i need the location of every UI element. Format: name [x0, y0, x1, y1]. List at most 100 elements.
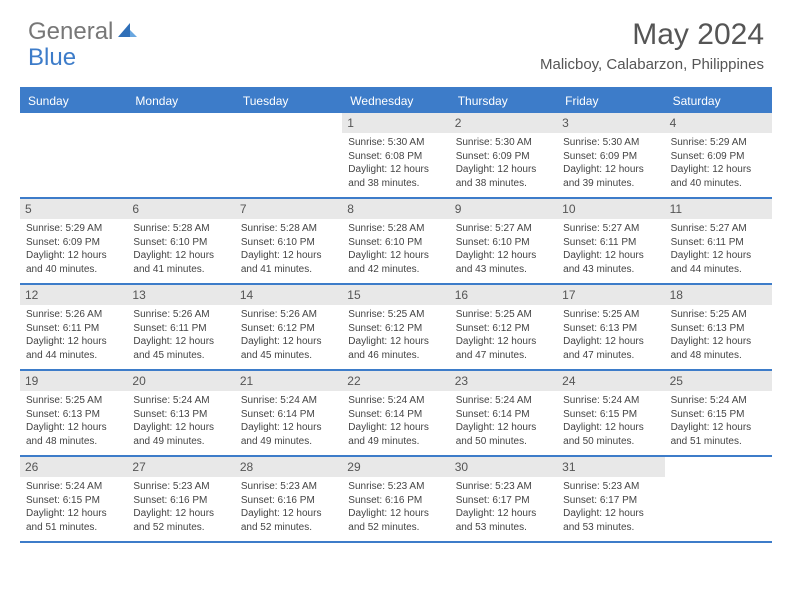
sunset-text: Sunset: 6:08 PM: [348, 150, 443, 164]
day-number: 7: [235, 199, 342, 219]
sunset-text: Sunset: 6:09 PM: [26, 236, 121, 250]
day-cell-4: 4Sunrise: 5:29 AMSunset: 6:09 PMDaylight…: [665, 113, 772, 197]
sunrise-text: Sunrise: 5:30 AM: [456, 136, 551, 150]
empty-day: [235, 113, 342, 197]
sunrise-text: Sunrise: 5:24 AM: [241, 394, 336, 408]
sunrise-text: Sunrise: 5:23 AM: [456, 480, 551, 494]
sunset-text: Sunset: 6:11 PM: [563, 236, 658, 250]
daylight-text: Daylight: 12 hours and 52 minutes.: [133, 507, 228, 534]
daylight-text: Daylight: 12 hours and 41 minutes.: [241, 249, 336, 276]
daylight-text: Daylight: 12 hours and 44 minutes.: [671, 249, 766, 276]
daylight-text: Daylight: 12 hours and 52 minutes.: [348, 507, 443, 534]
daylight-text: Daylight: 12 hours and 40 minutes.: [26, 249, 121, 276]
day-number: 30: [450, 457, 557, 477]
sunset-text: Sunset: 6:11 PM: [133, 322, 228, 336]
sunset-text: Sunset: 6:16 PM: [348, 494, 443, 508]
daylight-text: Daylight: 12 hours and 47 minutes.: [456, 335, 551, 362]
dow-friday: Friday: [557, 89, 664, 113]
day-cell-19: 19 Sunrise: 5:25 AMSunset: 6:13 PMDayligh…: [20, 371, 127, 455]
sunset-text: Sunset: 6:09 PM: [671, 150, 766, 164]
day-cell-12: 12Sunrise: 5:26 AMSunset: 6:11 PMDayligh…: [20, 285, 127, 369]
week-row: 26Sunrise: 5:24 AMSunset: 6:15 PMDayligh…: [20, 457, 772, 543]
day-cell-15: 15Sunrise: 5:25 AMSunset: 6:12 PMDayligh…: [342, 285, 449, 369]
sunset-text: Sunset: 6:13 PM: [26, 408, 121, 422]
sunrise-text: Sunrise: 5:25 AM: [348, 308, 443, 322]
day-number: 26: [20, 457, 127, 477]
sunrise-text: Sunrise: 5:26 AM: [241, 308, 336, 322]
day-cell-18: 18Sunrise: 5:25 AMSunset: 6:13 PMDayligh…: [665, 285, 772, 369]
sunrise-text: Sunrise: 5:27 AM: [563, 222, 658, 236]
empty-day: [127, 113, 234, 197]
day-number: 2: [450, 113, 557, 133]
empty-day: [665, 457, 772, 541]
day-number: 8: [342, 199, 449, 219]
sunrise-text: Sunrise: 5:28 AM: [348, 222, 443, 236]
month-title: May 2024: [540, 18, 764, 52]
day-number: 12: [20, 285, 127, 305]
sunset-text: Sunset: 6:15 PM: [563, 408, 658, 422]
day-cell-3: 3Sunrise: 5:30 AMSunset: 6:09 PMDaylight…: [557, 113, 664, 197]
sunrise-text: Sunrise: 5:23 AM: [241, 480, 336, 494]
sunrise-text: Sunrise: 5:24 AM: [26, 480, 121, 494]
sunset-text: Sunset: 6:10 PM: [133, 236, 228, 250]
day-number: 17: [557, 285, 664, 305]
sunrise-text: Sunrise: 5:24 AM: [133, 394, 228, 408]
location-subtitle: Malicboy, Calabarzon, Philippines: [540, 56, 764, 73]
title-area: May 2024 Malicboy, Calabarzon, Philippin…: [540, 18, 764, 73]
day-cell-6: 6Sunrise: 5:28 AMSunset: 6:10 PMDaylight…: [127, 199, 234, 283]
dow-saturday: Saturday: [665, 89, 772, 113]
sunrise-text: Sunrise: 5:28 AM: [241, 222, 336, 236]
day-number: 14: [235, 285, 342, 305]
sunrise-text: Sunrise: 5:25 AM: [671, 308, 766, 322]
day-number: 19: [20, 371, 127, 391]
daylight-text: Daylight: 12 hours and 50 minutes.: [563, 421, 658, 448]
daylight-text: Daylight: 12 hours and 48 minutes.: [26, 421, 121, 448]
daylight-text: Daylight: 12 hours and 44 minutes.: [26, 335, 121, 362]
sunset-text: Sunset: 6:16 PM: [133, 494, 228, 508]
day-cell-17: 17Sunrise: 5:25 AMSunset: 6:13 PMDayligh…: [557, 285, 664, 369]
sunset-text: Sunset: 6:10 PM: [456, 236, 551, 250]
day-number: 1: [342, 113, 449, 133]
daylight-text: Daylight: 12 hours and 45 minutes.: [241, 335, 336, 362]
sunrise-text: Sunrise: 5:24 AM: [563, 394, 658, 408]
day-cell-30: 30Sunrise: 5:23 AMSunset: 6:17 PMDayligh…: [450, 457, 557, 541]
sunset-text: Sunset: 6:14 PM: [241, 408, 336, 422]
sunset-text: Sunset: 6:17 PM: [563, 494, 658, 508]
daylight-text: Daylight: 12 hours and 43 minutes.: [456, 249, 551, 276]
day-cell-10: 10Sunrise: 5:27 AMSunset: 6:11 PMDayligh…: [557, 199, 664, 283]
sunrise-text: Sunrise: 5:27 AM: [456, 222, 551, 236]
sunset-text: Sunset: 6:09 PM: [456, 150, 551, 164]
sunset-text: Sunset: 6:16 PM: [241, 494, 336, 508]
calendar: SundayMondayTuesdayWednesdayThursdayFrid…: [20, 87, 772, 543]
sunset-text: Sunset: 6:12 PM: [348, 322, 443, 336]
daylight-text: Daylight: 12 hours and 53 minutes.: [563, 507, 658, 534]
sunrise-text: Sunrise: 5:24 AM: [671, 394, 766, 408]
day-cell-23: 23Sunrise: 5:24 AMSunset: 6:14 PMDayligh…: [450, 371, 557, 455]
week-row: 5Sunrise: 5:29 AMSunset: 6:09 PMDaylight…: [20, 199, 772, 285]
daylight-text: Daylight: 12 hours and 47 minutes.: [563, 335, 658, 362]
day-cell-31: 31Sunrise: 5:23 AMSunset: 6:17 PMDayligh…: [557, 457, 664, 541]
sunset-text: Sunset: 6:09 PM: [563, 150, 658, 164]
days-of-week-row: SundayMondayTuesdayWednesdayThursdayFrid…: [20, 89, 772, 113]
sunrise-text: Sunrise: 5:28 AM: [133, 222, 228, 236]
sunrise-text: Sunrise: 5:25 AM: [26, 394, 121, 408]
daylight-text: Daylight: 12 hours and 45 minutes.: [133, 335, 228, 362]
daylight-text: Daylight: 12 hours and 49 minutes.: [133, 421, 228, 448]
empty-day: [20, 113, 127, 197]
sunset-text: Sunset: 6:12 PM: [456, 322, 551, 336]
sunrise-text: Sunrise: 5:29 AM: [671, 136, 766, 150]
day-cell-20: 20Sunrise: 5:24 AMSunset: 6:13 PMDayligh…: [127, 371, 234, 455]
logo-text-general: General: [28, 18, 113, 46]
sunset-text: Sunset: 6:11 PM: [26, 322, 121, 336]
daylight-text: Daylight: 12 hours and 51 minutes.: [26, 507, 121, 534]
day-cell-5: 5Sunrise: 5:29 AMSunset: 6:09 PMDaylight…: [20, 199, 127, 283]
sunrise-text: Sunrise: 5:30 AM: [348, 136, 443, 150]
dow-tuesday: Tuesday: [235, 89, 342, 113]
daylight-text: Daylight: 12 hours and 46 minutes.: [348, 335, 443, 362]
day-number: 6: [127, 199, 234, 219]
daylight-text: Daylight: 12 hours and 52 minutes.: [241, 507, 336, 534]
daylight-text: Daylight: 12 hours and 40 minutes.: [671, 163, 766, 190]
day-cell-7: 7Sunrise: 5:28 AMSunset: 6:10 PMDaylight…: [235, 199, 342, 283]
day-cell-2: 2Sunrise: 5:30 AMSunset: 6:09 PMDaylight…: [450, 113, 557, 197]
daylight-text: Daylight: 12 hours and 53 minutes.: [456, 507, 551, 534]
